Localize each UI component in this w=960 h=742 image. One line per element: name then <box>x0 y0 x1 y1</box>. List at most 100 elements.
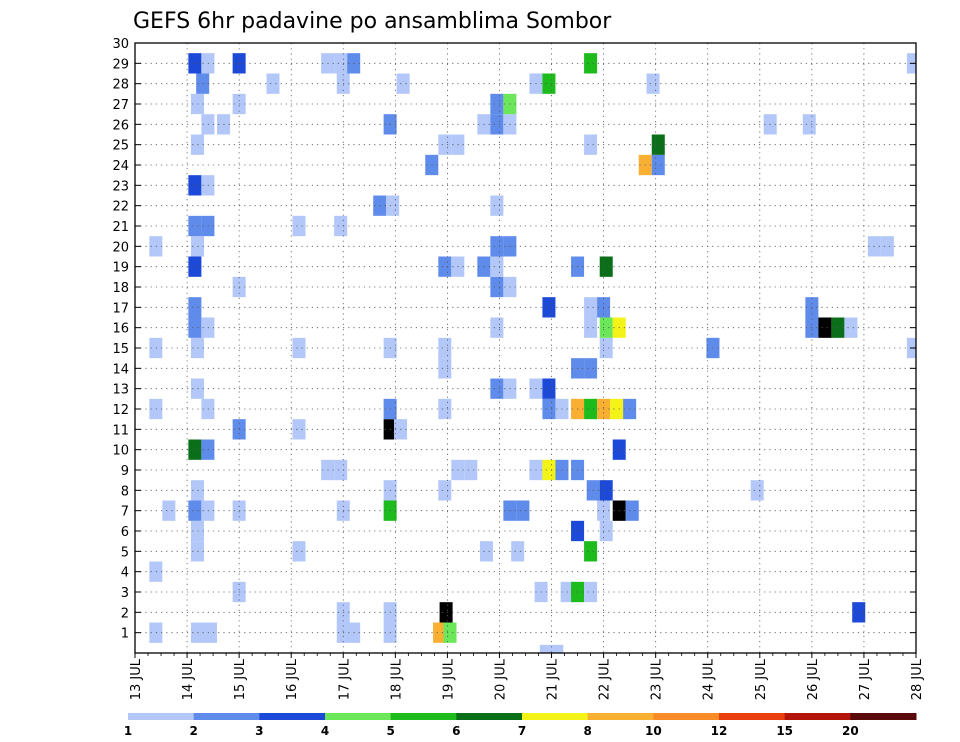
x-tick-label: 20 JUL <box>493 658 508 700</box>
colorbar-segment <box>784 713 851 720</box>
colorbar-segment <box>653 713 720 720</box>
heatmap-cell <box>490 236 504 257</box>
heatmap-cell <box>584 53 598 74</box>
heatmap-cell <box>188 215 202 237</box>
y-tick-label: 25 <box>112 139 129 154</box>
y-tick-label: 19 <box>112 261 129 276</box>
y-tick-label: 9 <box>121 464 129 479</box>
heatmap-cell <box>292 419 306 440</box>
heatmap-cell <box>433 622 447 643</box>
colorbar-segment <box>390 713 457 720</box>
heatmap-cell <box>490 317 504 338</box>
heatmap-cell <box>599 256 613 277</box>
x-tick-label: 17 JUL <box>337 658 352 700</box>
cells-layer <box>149 53 916 653</box>
x-tick-label: 14 JUL <box>181 658 196 700</box>
heatmap-cell <box>188 439 202 460</box>
colorbar-segment <box>325 713 392 720</box>
heatmap-cell <box>334 215 348 237</box>
heatmap-cell <box>188 53 202 74</box>
heatmap-cell <box>584 134 598 155</box>
colorbar-segment <box>193 713 260 720</box>
heatmap-cell <box>584 398 598 420</box>
x-tick-label: 24 JUL <box>702 658 717 700</box>
y-tick-label: 29 <box>112 57 129 72</box>
colorbar-segment <box>587 713 654 720</box>
y-tick-label: 15 <box>112 342 129 357</box>
colorbar-label: 7 <box>518 724 526 738</box>
heatmap-cell <box>625 500 639 521</box>
y-tick-label: 11 <box>112 423 129 438</box>
heatmap-cell <box>438 134 452 155</box>
x-tick-label: 15 JUL <box>233 658 248 700</box>
y-tick-label: 20 <box>112 240 129 255</box>
y-tick-label: 8 <box>121 484 129 499</box>
heatmap-cell <box>511 541 525 562</box>
colorbar-segment <box>128 713 195 720</box>
heatmap-cell <box>542 459 556 481</box>
x-axis: 13 JUL 14 JUL 15 JUL 16 JUL 17 JUL 18 JUL 19 J… <box>129 653 925 700</box>
y-tick-label: 4 <box>121 566 129 581</box>
y-tick-label: 13 <box>112 383 129 398</box>
y-tick-label: 5 <box>121 545 129 560</box>
colorbar-segment <box>850 713 917 720</box>
heatmap-cell <box>750 480 764 501</box>
y-tick-label: 21 <box>112 220 129 235</box>
heatmap-cell <box>599 520 613 542</box>
heatmap-cell <box>479 541 493 562</box>
colorbar-segment <box>522 713 589 720</box>
heatmap-cell <box>610 398 624 420</box>
y-tick-label: 24 <box>112 159 129 174</box>
colorbar-label: 1 <box>124 724 132 738</box>
heatmap-cell <box>292 337 306 359</box>
heatmap-cell <box>646 73 660 94</box>
heatmap-cell <box>539 644 553 653</box>
colorbar-segment <box>456 713 523 720</box>
x-tick-label: 26 JUL <box>806 658 821 700</box>
heatmap-cell <box>292 215 306 237</box>
heatmap-cell <box>188 175 202 196</box>
y-tick-label: 26 <box>112 118 129 133</box>
heatmap-cell <box>396 73 410 94</box>
y-tick-label: 17 <box>112 301 129 316</box>
heatmap-cell <box>599 480 613 501</box>
heatmap-cell <box>542 398 556 420</box>
x-tick-label: 13 JUL <box>129 658 144 700</box>
colorbar-label: 8 <box>583 724 591 738</box>
heatmap-cell <box>584 541 598 562</box>
y-tick-label: 12 <box>112 403 129 418</box>
colorbar-label: 5 <box>386 724 394 738</box>
heatmap-cell <box>438 256 452 277</box>
x-tick-label: 27 JUL <box>858 658 873 700</box>
y-tick-label: 18 <box>112 281 129 296</box>
y-tick-label: 3 <box>121 586 129 601</box>
heatmap-cell <box>438 480 452 501</box>
heatmap-cell <box>266 73 280 94</box>
heatmap-cell <box>490 114 504 135</box>
y-tick-label: 10 <box>112 444 129 459</box>
colorbar-label: 20 <box>842 724 859 738</box>
heatmap-cell <box>386 195 400 216</box>
colorbar-label: 6 <box>452 724 460 738</box>
heatmap-cell <box>490 93 504 115</box>
heatmap-cell <box>188 317 202 338</box>
colorbar: 1 2 3 4 5 6 7 8 10 12 15 20 <box>124 713 917 738</box>
y-tick-label: 6 <box>121 525 129 540</box>
heatmap-cell <box>818 317 832 338</box>
heatmap-cell <box>464 459 478 481</box>
heatmap-cell <box>443 622 457 643</box>
heatmap-cell <box>584 358 598 379</box>
colorbar-segment <box>259 713 326 720</box>
heatmap-cell <box>844 317 858 338</box>
x-tick-label: 22 JUL <box>598 658 613 700</box>
heatmap-cell <box>599 317 613 338</box>
y-tick-label: 14 <box>112 362 129 377</box>
x-tick-label: 25 JUL <box>754 658 769 700</box>
y-tick-label: 1 <box>121 627 129 642</box>
x-tick-label: 18 JUL <box>389 658 404 700</box>
heatmap-cell <box>438 398 452 420</box>
heatmap-cell <box>162 500 176 521</box>
y-axis: 1234567891011121314151617181920212223242… <box>112 37 916 642</box>
colorbar-segment <box>719 713 786 720</box>
heatmap-cell <box>490 256 504 277</box>
